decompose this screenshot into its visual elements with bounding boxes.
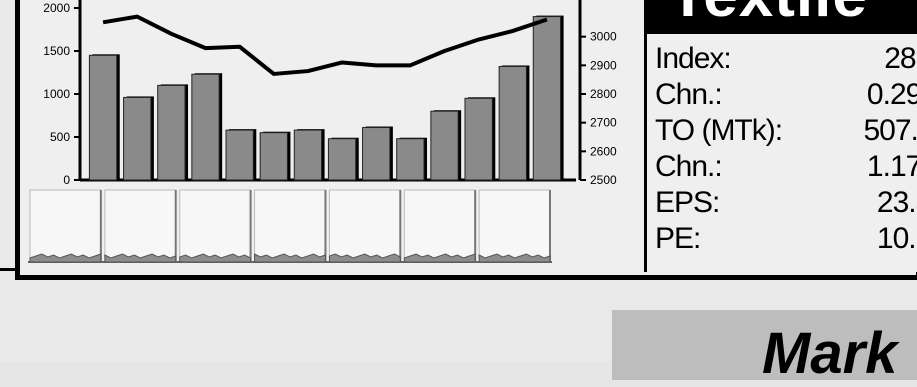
- stat-label: Index:: [655, 42, 732, 75]
- bar: [498, 65, 527, 181]
- sub-chart-area: [478, 253, 551, 263]
- stat-row-turnover: TO (MTk): 507.11: [655, 116, 917, 146]
- right-axis-tick-label: 2800: [590, 87, 617, 101]
- stat-label: Chn.:: [655, 78, 723, 111]
- bar: [464, 97, 493, 181]
- stat-value: 507.11: [863, 114, 917, 147]
- bar: [225, 129, 254, 181]
- sub-chart-area: [29, 253, 102, 263]
- sub-chart-panel: [29, 189, 102, 259]
- sub-chart-area: [403, 253, 476, 263]
- bar: [123, 96, 152, 181]
- sub-chart-panel: [478, 189, 551, 259]
- right-axis-tick-label: 2500: [590, 173, 617, 187]
- stats-header: Textile: [647, 0, 917, 34]
- bar-series: [88, 15, 564, 181]
- sub-chart-area: [179, 253, 252, 263]
- stat-label: EPS:: [655, 186, 720, 219]
- bar: [191, 73, 220, 181]
- stat-value: 10.56: [876, 222, 917, 255]
- sub-chart-area: [254, 253, 326, 263]
- left-axis-tick-label: 1000: [43, 87, 70, 101]
- sub-chart-area: [328, 253, 401, 263]
- right-axis-tick-label: 3000: [590, 30, 617, 44]
- stat-label: TO (MTk):: [655, 114, 783, 147]
- bar: [157, 84, 186, 181]
- lower-banner: Mark: [612, 310, 917, 386]
- left-rule: [0, 268, 15, 271]
- stat-value: 1.17%: [866, 150, 917, 183]
- bar: [532, 16, 562, 181]
- chart-panel: 0 500 1000 1500 2000 2500 2600 2700 2800 2900 300…: [15, 0, 917, 280]
- sub-chart-area: [104, 253, 177, 263]
- bar: [88, 54, 118, 181]
- sub-chart-panel: [254, 189, 326, 259]
- bar: [396, 138, 425, 181]
- bar: [259, 132, 288, 181]
- sub-chart-panel: [179, 189, 252, 259]
- bar: [430, 110, 459, 181]
- bar: [327, 138, 357, 181]
- stat-value: 0.29%: [866, 78, 917, 111]
- left-axis-tick-label: 2000: [43, 1, 70, 15]
- right-axis-tick-label: 2700: [590, 116, 617, 130]
- sub-chart: [28, 189, 552, 263]
- stat-label: PE:: [655, 222, 701, 255]
- line-series-path: [102, 14, 548, 76]
- bar: [362, 127, 391, 181]
- left-axis-tick-label: 1500: [43, 44, 70, 58]
- stats-box: Textile Index: 2883 Chn.: 0.29% TO (MTk)…: [644, 0, 917, 272]
- stat-row-pe: PE: 10.56: [655, 224, 917, 254]
- stat-row-change: Chn.: 0.29%: [655, 80, 917, 110]
- stat-row-index: Index: 2883: [655, 44, 917, 74]
- stat-row-turnover-change: Chn.: 1.17%: [655, 152, 917, 182]
- stat-value: 2883: [884, 42, 917, 75]
- stats-header-title: Textile: [669, 0, 868, 31]
- stat-value: 23.34: [876, 186, 917, 219]
- sub-chart-panel: [104, 189, 177, 259]
- sub-chart-panel: [403, 189, 476, 259]
- stat-row-eps: EPS: 23.34: [655, 188, 917, 218]
- right-axis: 2500 2600 2700 2800 2900 3000: [578, 0, 617, 187]
- combo-chart: 0 500 1000 1500 2000 2500 2600 2700 2800 2900 300…: [28, 0, 617, 263]
- bar: [293, 129, 323, 181]
- right-axis-tick-label: 2900: [590, 58, 617, 72]
- line-series: [102, 14, 548, 76]
- lower-banner-title: Mark: [762, 321, 898, 386]
- left-axis-tick-label: 0: [63, 173, 70, 187]
- sub-chart-panel: [328, 189, 401, 259]
- right-axis-tick-label: 2600: [590, 144, 617, 158]
- stat-label: Chn.:: [655, 150, 723, 183]
- left-axis-tick-label: 500: [50, 130, 70, 144]
